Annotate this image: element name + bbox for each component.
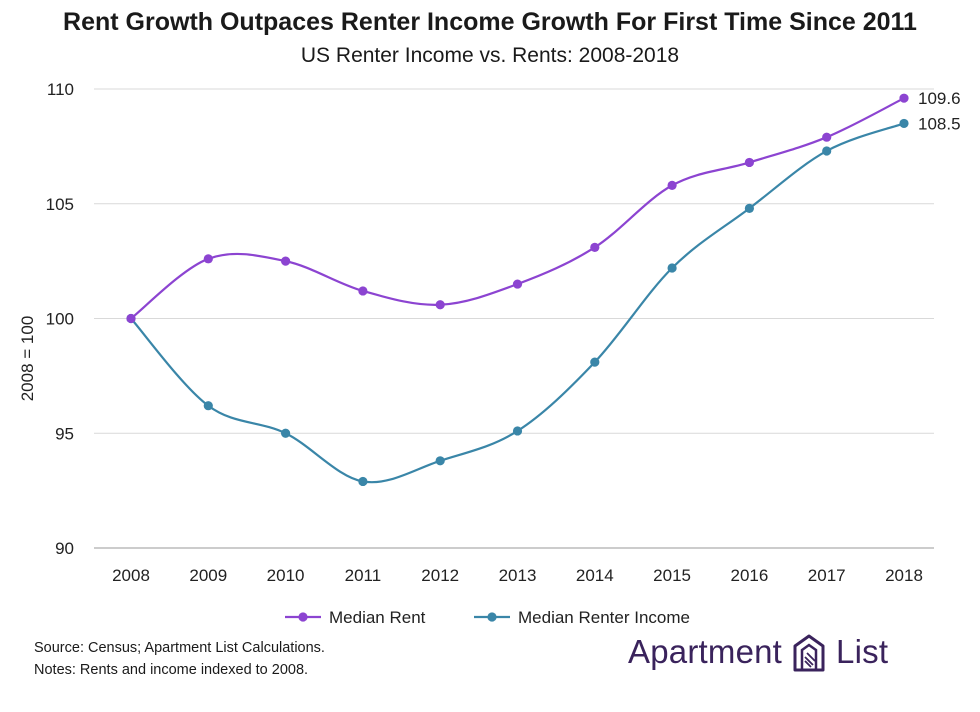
series-line-median-rent (130, 97, 905, 320)
data-point (899, 118, 909, 129)
chart-subtitle: US Renter Income vs. Rents: 2008-2018 (300, 44, 680, 67)
legend-marker (487, 612, 497, 622)
source-note: Source: Census; Apartment List Calculati… (34, 640, 325, 656)
brand-word-list: List (836, 633, 889, 670)
x-tick-label: 2011 (345, 566, 382, 585)
data-point (512, 279, 523, 289)
data-point (822, 146, 832, 156)
data-point (203, 401, 213, 411)
x-tick-label: 2010 (267, 566, 305, 585)
legend-label: Median Rent (329, 608, 426, 627)
y-tick-label: 90 (55, 539, 74, 558)
end-value-label: 109.6 (918, 89, 961, 108)
x-tick-label: 2015 (653, 566, 691, 585)
data-point (590, 357, 600, 367)
data-point (358, 476, 368, 487)
y-tick-label: 110 (47, 80, 74, 99)
end-value-label: 108.5 (918, 114, 961, 133)
x-tick-label: 2018 (885, 566, 923, 585)
data-point (281, 256, 291, 266)
legend-marker (298, 612, 308, 622)
data-point (899, 93, 909, 103)
line-chart: 90 95 100 105 110 2008 2009 2010 2011 2012 2013 201… (18, 80, 961, 627)
legend-label: Median Renter Income (518, 608, 690, 627)
data-point (744, 157, 755, 168)
x-tick-label: 2008 (112, 566, 150, 585)
y-axis-title: 2008 = 100 (18, 316, 37, 402)
x-tick-label: 2009 (189, 566, 227, 585)
chart-title: Rent Growth Outpaces Renter Income Growt… (63, 8, 917, 36)
apartment-list-logo-icon (793, 634, 825, 672)
data-point (512, 426, 523, 436)
x-tick-label: 2016 (730, 566, 768, 585)
data-point (281, 428, 291, 438)
y-tick-label: 100 (46, 310, 74, 329)
data-point (744, 203, 755, 213)
data-point (822, 132, 832, 142)
brand-logo: Apartment List (628, 630, 888, 674)
x-tick-label: 2012 (421, 566, 459, 585)
data-point (435, 456, 445, 466)
data-point (435, 300, 445, 310)
data-point (358, 286, 368, 296)
x-tick-label: 2017 (808, 566, 846, 585)
y-tick-label: 95 (55, 424, 74, 443)
brand-word-apartment: Apartment (628, 633, 783, 670)
y-tick-label: 105 (46, 195, 74, 214)
data-point (203, 254, 213, 264)
notes-text: Notes: Rents and income indexed to 2008. (34, 662, 309, 678)
data-point (126, 313, 136, 324)
data-point (590, 242, 600, 252)
x-tick-label: 2014 (576, 566, 614, 585)
data-point (667, 263, 677, 273)
data-point (667, 180, 677, 190)
x-tick-label: 2013 (499, 566, 537, 585)
